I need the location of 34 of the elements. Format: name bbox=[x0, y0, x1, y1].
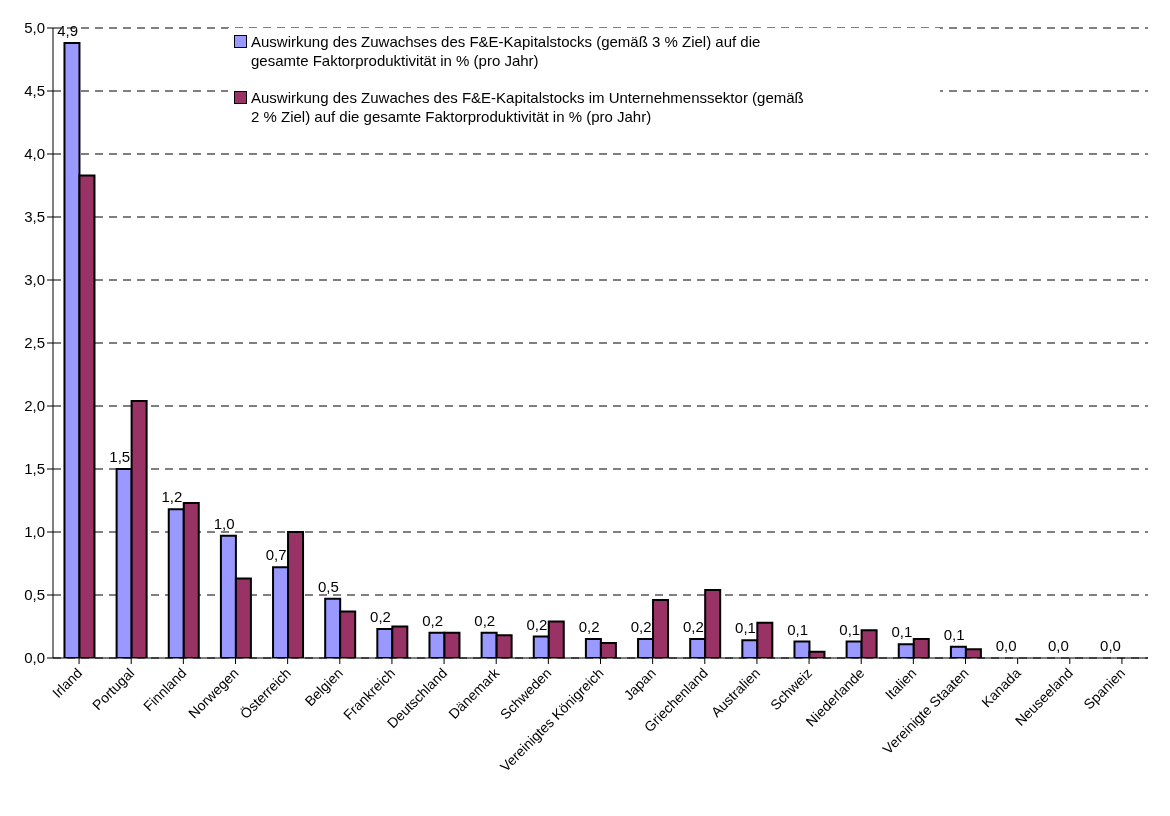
data-label: 1,0 bbox=[213, 514, 235, 532]
data-label: 1,2 bbox=[161, 488, 183, 506]
data-label: 0,2 bbox=[578, 618, 600, 636]
y-tick-label: 4,5 bbox=[24, 82, 45, 100]
y-tick-label: 0,5 bbox=[24, 586, 45, 604]
y-tick-label: 3,0 bbox=[24, 271, 45, 289]
y-tick-label: 2,5 bbox=[24, 334, 45, 352]
data-label: 0,7 bbox=[265, 546, 287, 564]
y-tick-label: 2,0 bbox=[24, 397, 45, 415]
legend-label: Auswirkung des Zuwachses des F&E-Kapitalstocks (gemäß 3 % Ziel) auf die gesamte Faktorproduktivität in % (pro Jahr) bbox=[251, 32, 762, 70]
y-tick-label: 1,0 bbox=[24, 523, 45, 541]
y-tick-label: 0,0 bbox=[24, 649, 45, 667]
data-label: 0,2 bbox=[526, 615, 548, 633]
legend-label: Auswirkung des Zuwaches des F&E-Kapitalstocks im Unternehmenssektor (gemäß 2 % Ziel) auf die gesamte Faktorproduktivität in % (pro Jahr) bbox=[251, 88, 805, 126]
y-tick-label: 1,5 bbox=[24, 460, 45, 478]
data-label: 0,2 bbox=[422, 611, 444, 629]
data-label: 0,2 bbox=[630, 618, 652, 636]
data-label: 0,0 bbox=[995, 637, 1017, 654]
data-label: 0,1 bbox=[839, 620, 861, 638]
data-label: 1,5 bbox=[109, 448, 131, 465]
data-label: 0,1 bbox=[891, 623, 913, 641]
data-label: 0,2 bbox=[474, 611, 496, 629]
data-label: 0,2 bbox=[682, 618, 704, 636]
data-label: 0,1 bbox=[787, 620, 809, 638]
data-label: 4,9 bbox=[57, 22, 79, 40]
data-label: 0,5 bbox=[317, 577, 339, 595]
data-label: 0,1 bbox=[943, 625, 965, 643]
data-label: 0,0 bbox=[1047, 637, 1069, 654]
data-label: 0,0 bbox=[1100, 637, 1121, 654]
y-tick-label: 4,0 bbox=[24, 145, 45, 163]
y-tick-label: 3,5 bbox=[24, 208, 45, 226]
y-tick-label: 5,0 bbox=[24, 19, 45, 37]
data-label: 0,1 bbox=[735, 619, 756, 637]
data-label: 0,2 bbox=[370, 608, 391, 626]
